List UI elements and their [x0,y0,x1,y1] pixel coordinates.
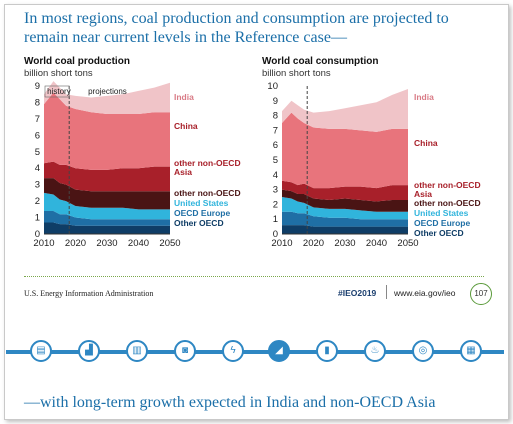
y-tick-label: 6 [35,130,40,141]
area-other-non-oecd [44,178,170,210]
y-tick-label: 10 [267,81,278,92]
report-icon[interactable]: ▤ [30,340,52,362]
projections-label: projections [88,87,127,96]
area-oecd-europe [282,211,408,227]
y-tick-label: 5 [273,155,278,166]
icon-nav-bar [6,350,504,354]
flame-glyph: ♨ [370,345,380,356]
barrel-glyph: ▮ [324,345,330,356]
series-label: China [174,121,198,131]
y-tick-label: 8 [35,97,40,108]
footer-hashtag[interactable]: #IEO2019 [338,288,377,298]
barrel-icon[interactable]: ▮ [316,340,338,362]
consumption-chart-title: World coal consumption [262,56,379,67]
x-tick-label: 2030 [334,238,355,249]
coal-cart-icon[interactable]: ◎ [412,340,434,362]
document-icon[interactable]: ▦ [460,340,482,362]
series-label: other non-OECD [174,158,241,168]
x-tick-label: 2040 [128,238,149,249]
series-label: Other OECD [414,228,464,238]
y-tick-label: 9 [273,96,278,107]
production-chart: 0 1 2 3 4 5 6 7 8 9 2010 2020 2030 2040 2050 history pro… [33,81,241,249]
y-tick-label: 2 [35,196,40,207]
x-tick-label: 2030 [96,238,117,249]
buildings-glyph: ▥ [132,345,142,356]
y-tick-label: 0 [273,229,278,240]
y-tick-label: 2 [273,199,278,210]
area-china [44,92,170,170]
transport-active-icon[interactable]: ◢ [268,340,290,362]
series-label: Asia [174,167,192,177]
area-other-oecd [44,222,170,234]
x-tick-label: 2020 [65,238,86,249]
series-label: China [414,138,438,148]
x-tick-label: 2040 [366,238,387,249]
y-tick-label: 4 [273,170,278,181]
x-tick-label: 2020 [303,238,324,249]
footer-website[interactable]: www.eia.gov/ieo [394,288,456,298]
flame-icon[interactable]: ♨ [364,340,386,362]
area-other-oecd [282,225,408,234]
headline-top: In most regions, coal production and con… [24,10,449,46]
y-tick-label: 8 [273,111,278,122]
series-label: Other OECD [174,218,224,228]
y-tick-label: 7 [35,114,40,125]
series-label: other non-OECD [414,198,481,208]
document-glyph: ▦ [466,345,476,356]
series-label: other non-OECD [414,180,481,190]
footer-divider [24,276,484,277]
history-label: history [47,87,71,96]
y-tick-label: 1 [273,214,278,225]
y-tick-label: 3 [273,185,278,196]
y-tick-label: 7 [273,125,278,136]
series-label: United States [414,208,469,218]
y-tick-label: 4 [35,163,40,174]
series-label: Asia [414,189,432,199]
consumption-chart-unit: billion short tons [262,68,331,79]
lightning-icon[interactable]: ϟ [222,340,244,362]
area-china [282,112,408,189]
area-united-states [44,192,170,220]
production-chart-title: World coal production [24,56,130,67]
area-other-non-oecd [282,189,408,212]
car-icon[interactable]: ◙ [174,340,196,362]
series-label: India [414,92,434,102]
y-tick-label: 1 [35,213,40,224]
factory-icon[interactable]: ▟ [78,340,100,362]
y-tick-label: 0 [35,229,40,240]
y-tick-label: 9 [35,81,40,92]
headline-bottom: —with long-term growth expected in India… [24,394,436,411]
report-glyph: ▤ [36,345,46,356]
area-other-non-oecd-asia [282,180,408,202]
area-united-states [282,197,408,220]
consumption-chart: 0 1 2 3 4 5 6 7 8 9 10 2010 2020 2030 2040 2050 India Chi… [267,81,481,249]
x-tick-label: 2050 [397,238,418,249]
lightning-glyph: ϟ [230,345,236,356]
y-tick-label: 6 [273,140,278,151]
x-tick-label: 2010 [271,238,292,249]
y-tick-label: 5 [35,147,40,158]
series-label: India [174,92,194,102]
area-oecd-europe [44,210,170,226]
series-label: other non-OECD [174,188,241,198]
area-india [44,81,170,114]
car-glyph: ◙ [181,345,189,356]
x-tick-label: 2050 [159,238,180,249]
series-label: OECD Europe [414,218,470,228]
history-box [44,85,70,98]
x-tick-label: 2010 [33,238,54,249]
buildings-icon[interactable]: ▥ [126,340,148,362]
area-other-non-oecd-asia [44,161,170,192]
production-chart-unit: billion short tons [24,68,93,79]
y-tick-label: 3 [35,180,40,191]
footer-separator [386,285,387,299]
footer-agency: U.S. Energy Information Administration [24,289,154,298]
series-label: United States [174,198,229,208]
transport-active-glyph: ◢ [275,345,283,356]
area-india [282,88,408,132]
page-number: 107 [470,283,492,305]
factory-glyph: ▟ [85,345,93,356]
series-label: OECD Europe [174,208,230,218]
coal-cart-glyph: ◎ [418,345,428,356]
